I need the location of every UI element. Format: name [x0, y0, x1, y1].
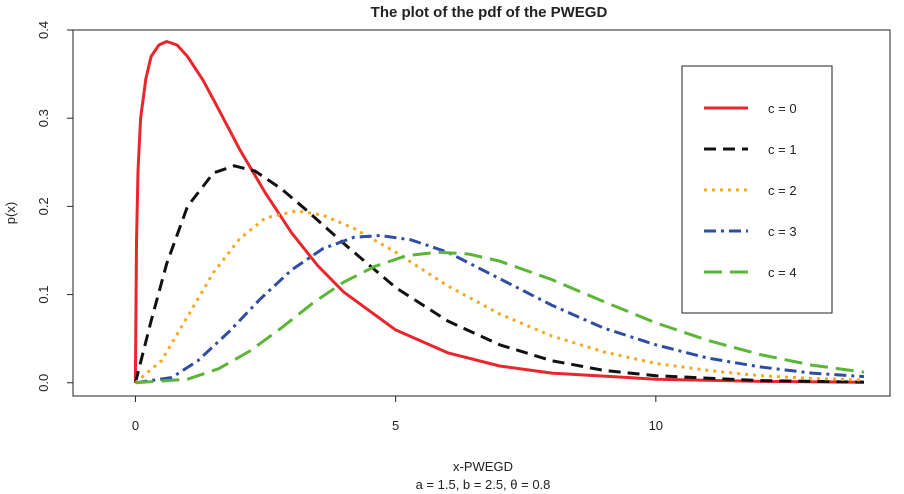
x-tick-label: 0	[132, 418, 139, 433]
legend-label-c0: c = 0	[768, 101, 797, 116]
series-line-c1	[133, 164, 865, 384]
y-tick-label: 0.4	[36, 21, 51, 39]
legend-label-c1: c = 1	[768, 142, 797, 157]
x-axis-label: x-PWEGD	[453, 459, 513, 474]
chart-title: The plot of the pdf of the PWEGD	[371, 4, 608, 21]
y-tick-label: 0.3	[36, 109, 51, 127]
series-lines	[133, 40, 865, 385]
series-line-c2	[134, 209, 865, 384]
chart-subtitle: a = 1.5, b = 2.5, θ = 0.8	[416, 477, 551, 492]
y-tick-label: 0.0	[36, 374, 51, 392]
legend-label-c2: c = 2	[768, 183, 797, 198]
x-tick-label: 10	[649, 418, 663, 433]
legend-label-c4: c = 4	[768, 265, 797, 280]
y-axis-label: p(x)	[3, 202, 18, 224]
axis-ticks: 0 5 10 0.0 0.1 0.2 0.3 0.4	[36, 21, 663, 433]
series-line-c4	[135, 250, 865, 385]
legend-label-c3: c = 3	[768, 224, 797, 239]
y-tick-label: 0.1	[36, 286, 51, 304]
x-tick-label: 5	[392, 418, 399, 433]
series-line-c3	[135, 234, 865, 385]
series-line-c0	[133, 40, 865, 384]
plot-frame	[72, 29, 891, 397]
y-tick-label: 0.2	[36, 197, 51, 215]
legend: c = 0 c = 1 c = 2 c = 3 c = 4	[681, 65, 833, 314]
